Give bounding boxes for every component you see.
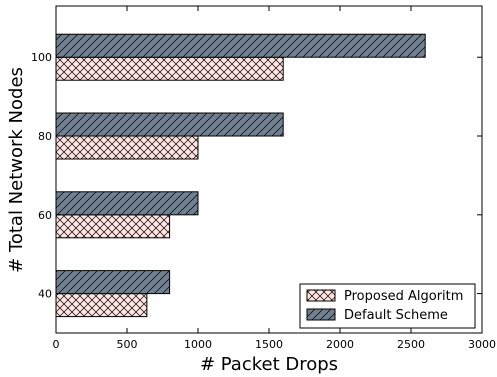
bar-proposed-60 bbox=[55, 214, 171, 239]
x-tick-label: 3000 bbox=[468, 338, 496, 351]
bar-default-60 bbox=[55, 191, 199, 216]
bar-proposed-80 bbox=[55, 135, 199, 160]
bar-default-100 bbox=[55, 33, 426, 58]
bar-default-40 bbox=[55, 270, 171, 295]
bars-layer bbox=[55, 33, 426, 318]
y-axis-title: # Total Network Nodes bbox=[6, 67, 27, 273]
y-tick-label: 40 bbox=[38, 288, 52, 301]
x-tick-label: 0 bbox=[53, 338, 60, 351]
bar-default-80 bbox=[55, 112, 284, 137]
x-tick-label: 2500 bbox=[397, 338, 425, 351]
x-tick-label: 500 bbox=[117, 338, 138, 351]
x-tick-label: 1500 bbox=[255, 338, 283, 351]
y-axis-ticks: 40 60 80 100 bbox=[31, 51, 482, 301]
bar-proposed-40 bbox=[55, 293, 148, 318]
legend-swatch-default bbox=[306, 308, 336, 321]
x-axis-ticks: 0 500 1000 1500 2000 2500 3000 bbox=[53, 6, 496, 351]
x-tick-label: 1000 bbox=[184, 338, 212, 351]
legend: Proposed Algoritm Default Scheme bbox=[299, 283, 476, 329]
legend-label-proposed: Proposed Algoritm bbox=[344, 289, 463, 304]
legend-swatch-proposed bbox=[306, 289, 336, 302]
x-axis-title: # Packet Drops bbox=[200, 354, 338, 375]
y-tick-label: 100 bbox=[31, 51, 52, 64]
y-tick-label: 80 bbox=[38, 130, 52, 143]
y-tick-label: 60 bbox=[38, 209, 52, 222]
legend-label-default: Default Scheme bbox=[344, 308, 448, 323]
bar-proposed-100 bbox=[55, 56, 284, 81]
x-tick-label: 2000 bbox=[326, 338, 354, 351]
